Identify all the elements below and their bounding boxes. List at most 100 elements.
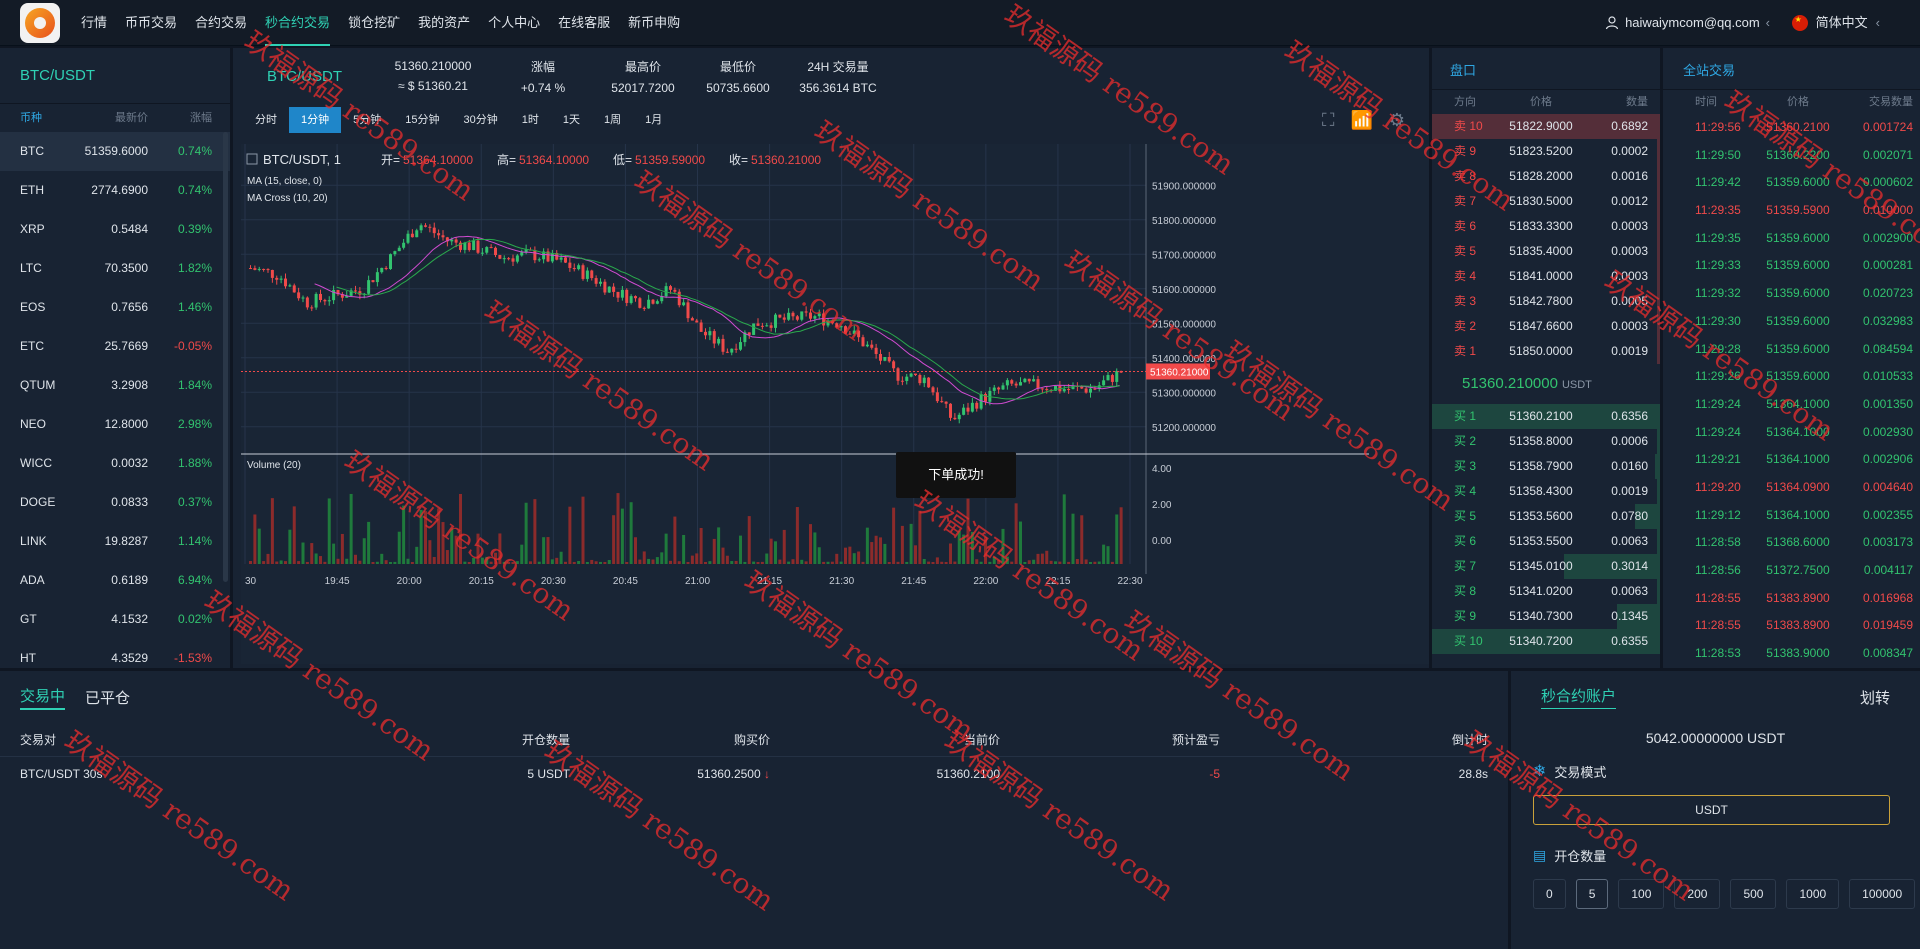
ask-row[interactable]: 卖 5 51835.4000 0.0003 [1432, 239, 1660, 264]
candle-body [769, 325, 773, 328]
bid-row[interactable]: 买 6 51353.5500 0.0063 [1432, 529, 1660, 554]
volume-bar [918, 510, 922, 564]
tab-closed[interactable]: 已平仓 [85, 689, 131, 707]
logo[interactable] [20, 2, 60, 43]
bid-row[interactable]: 买 9 51340.7300 0.1345 [1432, 604, 1660, 629]
volume-bar [467, 561, 471, 564]
nav-profile[interactable]: 个人中心 [488, 14, 541, 30]
qty-option-button[interactable]: 100 [1618, 879, 1665, 909]
market-row[interactable]: GT 4.1532 0.02% [0, 600, 230, 639]
market-row[interactable]: LINK 19.8287 1.14% [0, 522, 230, 561]
nav-spot[interactable]: 币币交易 [125, 14, 178, 30]
qty-option-button[interactable]: 100000 [1849, 879, 1916, 909]
tab-trading[interactable]: 交易中 [20, 685, 66, 710]
timeframe-tab[interactable]: 30分钟 [463, 114, 498, 126]
market-row[interactable]: QTUM 3.2908 1.84% [0, 366, 230, 405]
bid-row[interactable]: 买 10 51340.7200 0.6355 [1432, 629, 1660, 654]
bid-row[interactable]: 买 3 51358.7900 0.0160 [1432, 454, 1660, 479]
ask-row[interactable]: 卖 7 51830.5000 0.0012 [1432, 189, 1660, 214]
candle-body [909, 373, 913, 377]
order-row[interactable]: BTC/USDT 30s 5 USDT 51360.2500 ↓ 51360.2… [0, 757, 1508, 791]
nav-staking[interactable]: 锁仓挖矿 [348, 14, 401, 30]
market-row[interactable]: XRP 0.5484 0.39% [0, 210, 230, 249]
qty-option-button[interactable]: 0 [1533, 879, 1566, 909]
trade-mode-select[interactable]: USDT [1533, 795, 1890, 825]
ohlc-low: 51359.59000 [635, 153, 705, 167]
ask-row[interactable]: 卖 3 51842.7800 0.0005 [1432, 289, 1660, 314]
bid-row[interactable]: 买 5 51353.5600 0.0780 [1432, 504, 1660, 529]
bid-row[interactable]: 买 2 51358.8000 0.0006 [1432, 429, 1660, 454]
market-row[interactable]: DOGE 0.0833 0.37% [0, 483, 230, 522]
market-row[interactable]: HT 4.3529 -1.53% [0, 639, 230, 678]
chart-area[interactable]: 51900.000000 51800.000000 51700.000000 5160… [241, 144, 1429, 664]
account-title[interactable]: 秒合约账户 [1541, 685, 1617, 709]
ask-row[interactable]: 卖 6 51833.3300 0.0003 [1432, 214, 1660, 239]
bid-row[interactable]: 买 1 51360.2100 0.6356 [1432, 404, 1660, 429]
fullscreen-icon[interactable]: ⛶ [1321, 110, 1335, 130]
trade-row: 11:29:35 51359.5900 0.010000 [1663, 197, 1920, 225]
ask-row[interactable]: 卖 8 51828.2000 0.0016 [1432, 164, 1660, 189]
volume-bar [345, 558, 349, 564]
bid-row[interactable]: 买 4 51358.4300 0.0019 [1432, 479, 1660, 504]
settings-gear-icon[interactable]: ⚙ [1388, 110, 1405, 130]
timeframe-tab[interactable]: 1月 [645, 114, 663, 126]
nav-assets[interactable]: 我的资产 [418, 14, 471, 30]
qty-row: ▤ 开仓数量 [1511, 837, 1920, 873]
ask-row[interactable]: 卖 10 51822.9000 0.6892 [1432, 114, 1660, 139]
timeframe-tabs: 分时 1分钟 5分钟 15分钟 30分钟 1时 1天 1周 1月 [233, 104, 1429, 136]
ask-row[interactable]: 卖 9 51823.5200 0.0002 [1432, 139, 1660, 164]
timeframe-tab[interactable]: 15分钟 [405, 114, 440, 126]
market-row[interactable]: NEO 12.8000 2.98% [0, 405, 230, 444]
candle-body [686, 302, 690, 319]
candle-body [266, 269, 270, 271]
market-row[interactable]: ADA 0.6189 6.94% [0, 561, 230, 600]
language-selector[interactable]: 简体中文 ‹ [1791, 0, 1880, 46]
bid-row[interactable]: 买 8 51341.0200 0.0063 [1432, 579, 1660, 604]
market-row[interactable]: BTC 51359.6000 0.74% [0, 132, 230, 171]
qty-option-button[interactable]: 200 [1674, 879, 1721, 909]
timeframe-tab[interactable]: 1时 [521, 114, 539, 126]
market-row[interactable]: EOS 0.7656 1.46% [0, 288, 230, 327]
timeframe-tab[interactable]: 5分钟 [353, 114, 382, 126]
market-row[interactable]: WICC 0.0032 1.88% [0, 444, 230, 483]
candle-body [463, 242, 467, 250]
qty-option-button[interactable]: 5 [1575, 879, 1609, 909]
ask-row[interactable]: 卖 1 51850.0000 0.0019 [1432, 339, 1660, 364]
volume-bar [822, 561, 826, 564]
bid-row[interactable]: 买 7 51345.0100 0.3014 [1432, 554, 1660, 579]
qty-option-button[interactable]: 500 [1730, 879, 1777, 909]
x-tick-label: 22:15 [1045, 576, 1070, 587]
timeframe-tab[interactable]: 分时 [255, 114, 277, 126]
market-list-scrollbar[interactable] [223, 132, 228, 582]
qty-option-button[interactable]: 1000 [1786, 879, 1840, 909]
trade-row: 11:28:55 51383.8900 0.016968 [1663, 585, 1920, 613]
timeframe-tab[interactable]: 1周 [604, 114, 622, 126]
collapse-icon[interactable] [246, 153, 258, 165]
volume-bar [375, 561, 379, 564]
volume-bar [782, 529, 786, 564]
nav-support[interactable]: 在线客服 [558, 14, 611, 30]
transfer-button[interactable]: 划转 [1859, 689, 1890, 707]
market-row[interactable]: ETC 25.7669 -0.05% [0, 327, 230, 366]
nav-market[interactable]: 行情 [81, 14, 108, 30]
candlestick-chart[interactable]: 51900.000000 51800.000000 51700.000000 5160… [241, 144, 1429, 664]
timeframe-tab[interactable]: 1分钟 [289, 107, 342, 133]
volume-bar [1019, 521, 1022, 564]
candle-body [253, 268, 257, 270]
candle-body [1023, 378, 1027, 383]
volume-bar [769, 538, 773, 564]
timeframe-tab[interactable]: 1天 [562, 114, 580, 126]
trade-row: 11:29:28 51359.6000 0.084594 [1663, 336, 1920, 364]
nav-ipo[interactable]: 新币申购 [628, 14, 681, 30]
candle-body [629, 296, 633, 303]
user-menu[interactable]: haiwaiymcom@qq.com ‹ [1605, 0, 1770, 46]
volume-bar [305, 561, 309, 564]
indicator-icon[interactable]: 📶 [1350, 110, 1373, 130]
market-row[interactable]: LTC 70.3500 1.82% [0, 249, 230, 288]
ask-row[interactable]: 卖 4 51841.0000 0.0003 [1432, 264, 1660, 289]
market-row[interactable]: ETH 2774.6900 0.74% [0, 171, 230, 210]
book-qty: 0.0063 [1611, 534, 1648, 548]
nav-contract[interactable]: 合约交易 [195, 14, 248, 30]
ask-row[interactable]: 卖 2 51847.6600 0.0003 [1432, 314, 1660, 339]
nav-second-contract[interactable]: 秒合约交易 [256, 0, 339, 46]
